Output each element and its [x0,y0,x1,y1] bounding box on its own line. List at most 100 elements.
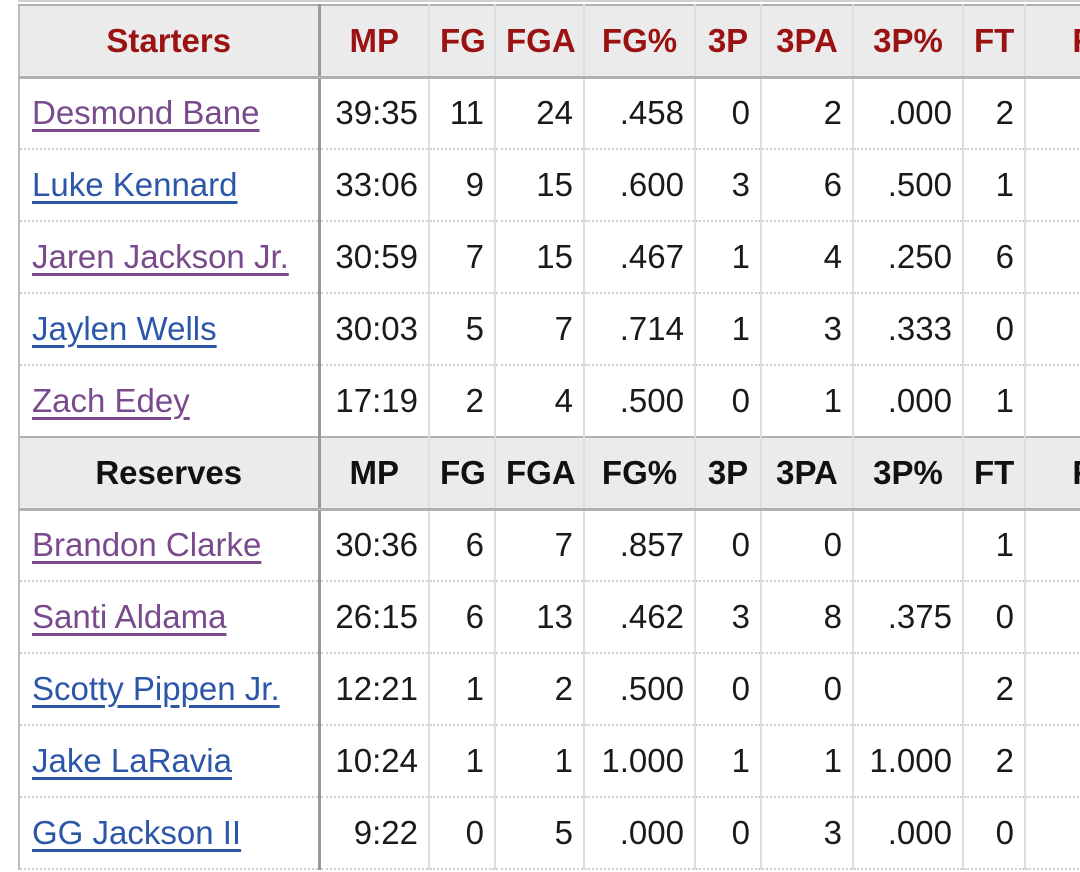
column-header[interactable]: FGA [495,436,585,511]
stat-cell: 1 [495,725,585,798]
section-title[interactable]: Reserves [18,436,321,511]
stat-cell: .458 [584,77,696,150]
stat-cell: 1 [429,725,496,798]
player-link[interactable]: Santi Aldama [32,598,227,635]
column-header[interactable]: FG [429,436,496,511]
player-cell: GG Jackson II [18,797,321,870]
stat-cell: 0 [695,653,762,726]
column-header[interactable]: 3PA [761,436,854,511]
stat-cell [1025,221,1080,294]
column-header[interactable]: FT [1025,436,1080,511]
table-row: Desmond Bane 39:35 11 24.458 0 2.000 2 [18,77,1080,150]
stat-cell: 3 [761,797,854,870]
stat-cell: 24 [495,77,585,150]
player-link[interactable]: GG Jackson II [32,814,242,851]
stat-cell [853,509,964,582]
stat-cell: 1 [761,365,854,438]
stat-cell: .857 [584,509,696,582]
column-header[interactable]: 3P% [853,4,964,79]
stat-cell: 26:15 [319,581,430,654]
column-header[interactable]: FG% [584,4,696,79]
stat-cell: 15 [495,149,585,222]
stat-cell: 0 [963,293,1026,366]
stat-cell: 6 [429,581,496,654]
table-row: GG Jackson II 9:22 0 5.000 0 3.000 0 [18,797,1080,870]
stat-cell: 1 [963,149,1026,222]
stat-cell: .000 [853,77,964,150]
stat-cell: 1.000 [853,725,964,798]
stat-cell: 0 [963,581,1026,654]
stat-cell [1025,77,1080,150]
stat-cell: 0 [761,509,854,582]
player-link[interactable]: Jaylen Wells [32,310,217,347]
stat-cell: .000 [853,365,964,438]
stat-cell: .000 [853,797,964,870]
table-row: Jake LaRavia 10:24 1 1 1.000 1 1 1.000 2 [18,725,1080,798]
stat-cell: 0 [695,797,762,870]
section-title[interactable]: Starters [18,4,321,79]
stat-cell: .467 [584,221,696,294]
player-cell: Scotty Pippen Jr. [18,653,321,726]
stat-cell: 1 [695,725,762,798]
stat-cell: 17:19 [319,365,430,438]
stat-cell: 1 [429,653,496,726]
stat-cell: 0 [429,797,496,870]
column-header[interactable]: MP [319,4,430,79]
player-link[interactable]: Jake LaRavia [32,742,232,779]
stat-cell: 6 [761,149,854,222]
stat-cell [1025,149,1080,222]
column-header[interactable]: FGA [495,4,585,79]
stat-cell: 9 [429,149,496,222]
player-link[interactable]: Jaren Jackson Jr. [32,238,289,275]
table-row: Santi Aldama 26:15 6 13.462 3 8.375 0 [18,581,1080,654]
player-link[interactable]: Luke Kennard [32,166,238,203]
stat-cell: 3 [695,581,762,654]
player-cell: Desmond Bane [18,77,321,150]
player-cell: Jake LaRavia [18,725,321,798]
stat-cell: 4 [761,221,854,294]
stat-cell: 12:21 [319,653,430,726]
column-header[interactable]: 3PA [761,4,854,79]
stat-cell: 7 [495,293,585,366]
player-link[interactable]: Scotty Pippen Jr. [32,670,280,707]
stat-cell: .333 [853,293,964,366]
stat-cell: .500 [584,653,696,726]
stat-cell: 11 [429,77,496,150]
stat-cell: 0 [695,77,762,150]
stat-cell [853,653,964,726]
stat-cell: 1 [963,509,1026,582]
stat-cell: .714 [584,293,696,366]
stat-cell: 2 [495,653,585,726]
column-header[interactable]: FT [1025,4,1080,79]
stat-cell: 2 [963,653,1026,726]
stat-cell [1025,293,1080,366]
player-link[interactable]: Brandon Clarke [32,526,262,564]
stat-cell: 1 [695,221,762,294]
table-row: Jaylen Wells 30:03 5 7.714 1 3.333 0 [18,293,1080,366]
column-header[interactable]: FG% [584,436,696,511]
player-link[interactable]: Desmond Bane [32,94,260,132]
player-link[interactable]: Zach Edey [32,382,190,419]
stat-cell: 30:36 [319,509,430,582]
stat-cell: 15 [495,221,585,294]
stat-cell: 0 [761,653,854,726]
stat-cell: 2 [429,365,496,438]
stat-cell: .500 [584,365,696,438]
stat-cell [1025,725,1080,798]
stat-cell: .462 [584,581,696,654]
table-row: Zach Edey 17:19 2 4.500 0 1.000 1 [18,365,1080,438]
player-cell: Jaren Jackson Jr. [18,221,321,294]
table-row: Luke Kennard 33:06 9 15.600 3 6.500 1 [18,149,1080,222]
column-header[interactable]: FT [963,436,1026,511]
stat-cell: 39:35 [319,77,430,150]
stat-cell: 7 [429,221,496,294]
column-header[interactable]: 3P [695,4,762,79]
column-header[interactable]: MP [319,436,430,511]
column-header[interactable]: FT [963,4,1026,79]
column-header[interactable]: FG [429,4,496,79]
stat-cell: 1 [761,725,854,798]
column-header[interactable]: 3P [695,436,762,511]
column-header[interactable]: 3P% [853,436,964,511]
stat-cell: 13 [495,581,585,654]
